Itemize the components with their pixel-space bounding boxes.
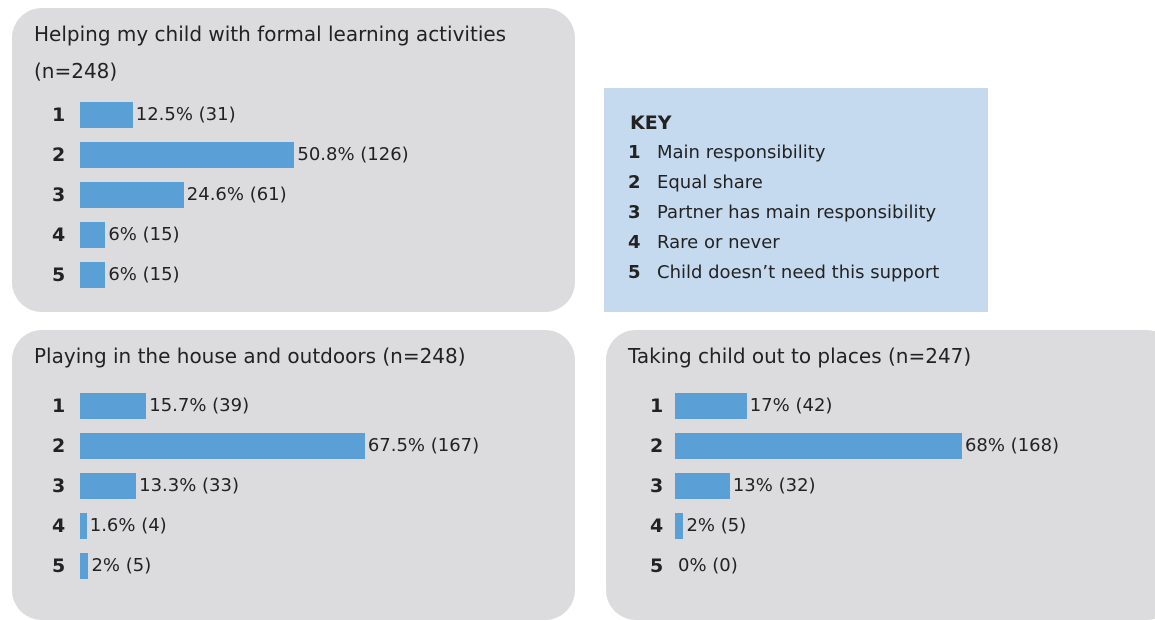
value-label: 13.3% (33) (139, 475, 239, 496)
bar (80, 393, 147, 419)
category-label: 2 (52, 144, 66, 166)
bar (675, 513, 684, 539)
key: KEY 1 Main responsibility 2 Equal share 3 Par… (604, 88, 988, 312)
value-label: 0% (0) (678, 555, 738, 576)
bar (80, 182, 184, 208)
category-label: 5 (650, 555, 664, 577)
key-number: 5 (628, 262, 641, 283)
value-label: 24.6% (61) (186, 184, 287, 205)
key-label: Rare or never (657, 232, 780, 253)
key-number: 4 (628, 232, 641, 253)
bar (675, 433, 962, 459)
key-number: 3 (628, 202, 641, 223)
page: KEY 1 Main responsibility 2 Equal share 3 Par… (12, 8, 1155, 620)
value-label: 67.5% (167) (367, 435, 480, 456)
category-label: 1 (650, 395, 664, 417)
key-label: Child doesn’t need this support (657, 262, 940, 283)
category-label: 3 (650, 475, 664, 497)
category-label: 1 (52, 104, 66, 126)
key-number: 2 (628, 172, 641, 193)
value-label: 6% (15) (108, 224, 180, 245)
chart-title: Helping my child with formal learning ac… (34, 22, 507, 83)
category-label: 5 (52, 264, 66, 286)
category-label: 1 (52, 395, 66, 417)
bar (80, 473, 137, 499)
value-label: 13% (32) (732, 475, 816, 496)
key-label: Main responsibility (657, 142, 826, 163)
category-label: 4 (52, 224, 66, 246)
bar (80, 433, 365, 459)
category-label: 3 (52, 184, 66, 206)
value-label: 68% (168) (964, 435, 1060, 456)
value-label: 1.6% (4) (89, 515, 167, 536)
category-label: 4 (52, 515, 66, 537)
bar (80, 102, 133, 128)
value-label: 17% (42) (749, 395, 833, 416)
value-label: 15.7% (39) (149, 395, 250, 416)
bar (80, 262, 106, 288)
value-label: 2% (5) (686, 515, 747, 536)
key-label: Partner has main responsibility (657, 202, 937, 223)
category-label: 3 (52, 475, 66, 497)
value-label: 50.8% (126) (297, 144, 409, 165)
bar (80, 142, 295, 168)
key-title: KEY (630, 112, 672, 134)
chart-panel: Helping my child with formal learning ac… (12, 8, 575, 312)
key-number: 1 (628, 142, 641, 163)
bar (675, 393, 747, 419)
bar (80, 553, 89, 579)
chart-panel: Taking child out to places (n=247) 1 17% (… (606, 330, 1155, 620)
category-label: 5 (52, 555, 66, 577)
value-label: 12.5% (31) (135, 104, 236, 125)
bar (80, 222, 106, 248)
key-label: Equal share (657, 172, 763, 193)
chart-title: Taking child out to places (n=247) (628, 344, 972, 368)
bar (80, 513, 87, 539)
chart-panel: Playing in the house and outdoors (n=248… (12, 330, 575, 620)
chart-title: Playing in the house and outdoors (n=248… (34, 344, 466, 368)
category-label: 4 (650, 515, 664, 537)
category-label: 2 (52, 435, 66, 457)
value-label: 6% (15) (108, 264, 180, 285)
bar (675, 473, 730, 499)
category-label: 2 (650, 435, 664, 457)
value-label: 2% (5) (91, 555, 152, 576)
